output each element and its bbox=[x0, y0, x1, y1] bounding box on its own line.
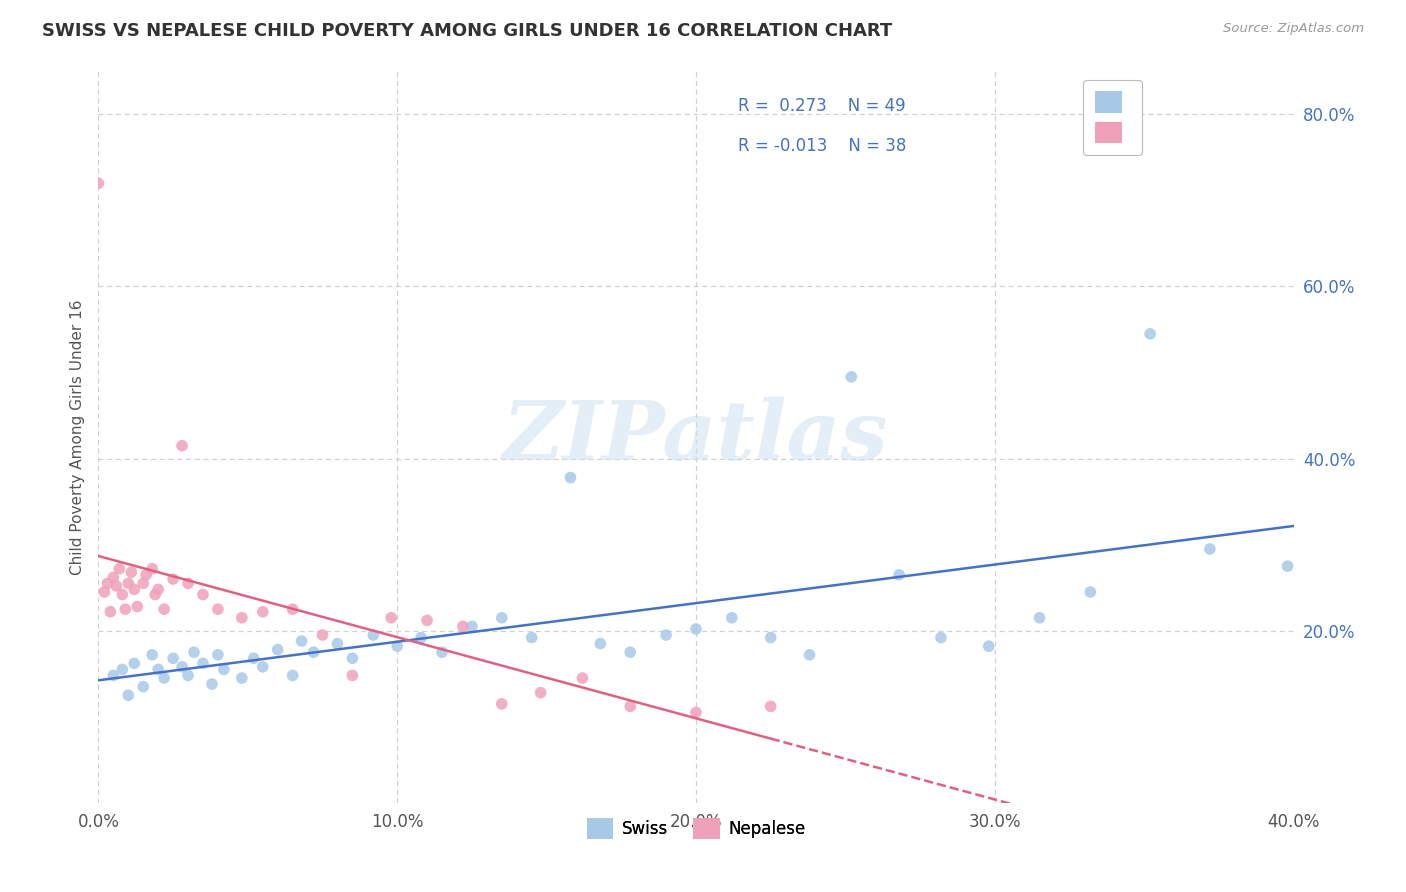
Point bbox=[252, 660, 274, 674]
Point bbox=[721, 611, 744, 625]
Point bbox=[98, 605, 122, 619]
Point bbox=[153, 671, 176, 685]
Point bbox=[111, 662, 134, 676]
Point bbox=[124, 582, 146, 597]
Point bbox=[759, 631, 782, 645]
Point bbox=[655, 628, 678, 642]
Point bbox=[243, 651, 266, 665]
Point bbox=[1277, 559, 1299, 574]
Point bbox=[841, 369, 863, 384]
Point bbox=[929, 631, 952, 645]
Point bbox=[311, 628, 333, 642]
Point bbox=[342, 668, 364, 682]
Point bbox=[148, 582, 170, 597]
Point bbox=[191, 588, 214, 602]
Point bbox=[177, 576, 200, 591]
Point bbox=[281, 602, 304, 616]
Point bbox=[461, 619, 484, 633]
Point bbox=[114, 602, 136, 616]
Point bbox=[172, 660, 194, 674]
Point bbox=[571, 671, 593, 685]
Point bbox=[127, 599, 149, 614]
Point bbox=[889, 567, 911, 582]
Point bbox=[560, 470, 582, 484]
Point bbox=[132, 576, 155, 591]
Point bbox=[685, 622, 707, 636]
Point bbox=[201, 677, 224, 691]
Point bbox=[267, 642, 290, 657]
Y-axis label: Child Poverty Among Girls Under 16: Child Poverty Among Girls Under 16 bbox=[69, 300, 84, 574]
Point bbox=[231, 611, 253, 625]
Point bbox=[141, 562, 163, 576]
Point bbox=[1080, 585, 1102, 599]
Point bbox=[103, 570, 125, 584]
Point bbox=[183, 645, 205, 659]
Point bbox=[141, 648, 163, 662]
Point bbox=[135, 567, 157, 582]
Text: R =  0.273    N = 49: R = 0.273 N = 49 bbox=[738, 97, 905, 115]
Point bbox=[759, 699, 782, 714]
Point bbox=[1139, 326, 1161, 341]
Point bbox=[416, 613, 439, 627]
Point bbox=[191, 657, 214, 671]
Point bbox=[281, 668, 304, 682]
Point bbox=[520, 631, 543, 645]
Point bbox=[619, 699, 641, 714]
Point bbox=[207, 602, 229, 616]
Point bbox=[430, 645, 453, 659]
Point bbox=[117, 576, 139, 591]
Point bbox=[231, 671, 253, 685]
Point bbox=[380, 611, 402, 625]
Point bbox=[111, 588, 134, 602]
Point bbox=[132, 680, 155, 694]
Point bbox=[977, 639, 1000, 653]
Text: ZIPatlas: ZIPatlas bbox=[503, 397, 889, 477]
Point bbox=[491, 611, 513, 625]
Text: SWISS VS NEPALESE CHILD POVERTY AMONG GIRLS UNDER 16 CORRELATION CHART: SWISS VS NEPALESE CHILD POVERTY AMONG GI… bbox=[42, 22, 893, 40]
Point bbox=[148, 662, 170, 676]
Point bbox=[177, 668, 200, 682]
Point bbox=[589, 637, 612, 651]
Point bbox=[1199, 541, 1222, 556]
Point bbox=[162, 572, 184, 586]
Point bbox=[105, 579, 128, 593]
Point bbox=[87, 176, 110, 190]
Point bbox=[103, 668, 125, 682]
Point bbox=[162, 651, 184, 665]
Point bbox=[172, 439, 194, 453]
Point bbox=[1028, 611, 1050, 625]
Point bbox=[117, 688, 139, 702]
Point bbox=[619, 645, 641, 659]
Point bbox=[326, 637, 349, 651]
Point bbox=[143, 588, 166, 602]
Point bbox=[491, 697, 513, 711]
Point bbox=[342, 651, 364, 665]
Point bbox=[451, 619, 474, 633]
Point bbox=[385, 639, 409, 653]
Point bbox=[530, 686, 553, 700]
Point bbox=[212, 662, 235, 676]
Point bbox=[685, 706, 707, 720]
Point bbox=[120, 565, 142, 579]
Point bbox=[799, 648, 821, 662]
Point bbox=[108, 562, 131, 576]
Point bbox=[411, 631, 433, 645]
Point bbox=[124, 657, 146, 671]
Point bbox=[96, 576, 118, 591]
Point bbox=[207, 648, 229, 662]
Text: R = -0.013    N = 38: R = -0.013 N = 38 bbox=[738, 137, 907, 155]
Point bbox=[302, 645, 325, 659]
Legend: Swiss, Nepalese: Swiss, Nepalese bbox=[581, 811, 811, 846]
Point bbox=[252, 605, 274, 619]
Point bbox=[291, 634, 314, 648]
Text: Source: ZipAtlas.com: Source: ZipAtlas.com bbox=[1223, 22, 1364, 36]
Point bbox=[363, 628, 385, 642]
Point bbox=[93, 585, 115, 599]
Point bbox=[153, 602, 176, 616]
